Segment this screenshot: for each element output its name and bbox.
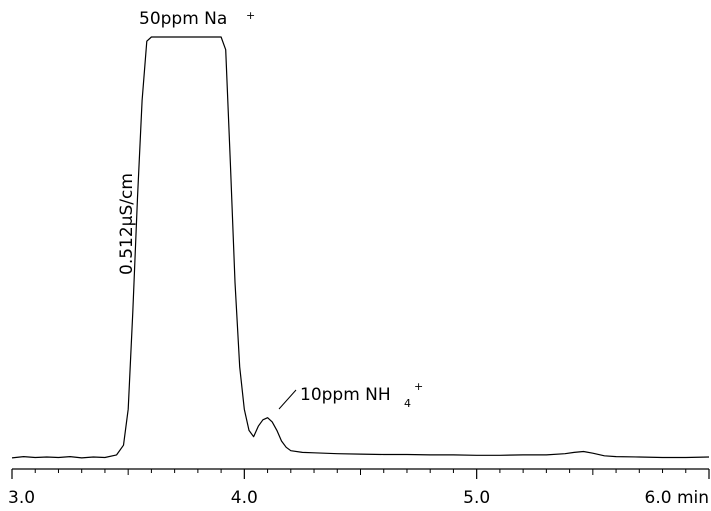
peak-label-ammonium-subscript: 4 [404, 397, 411, 410]
x-tick-label: 3.0 [8, 488, 35, 508]
peak-label-sodium: 50ppm Na + [139, 9, 255, 29]
peak-label-ammonium-charge: + [414, 380, 423, 393]
x-axis-ticks: 3.0 4.0 5.0 6.0 min [8, 469, 710, 508]
peak-label-sodium-text: 50ppm Na [139, 9, 227, 29]
plot-area [11, 36, 710, 459]
x-axis: 3.0 4.0 5.0 6.0 min [8, 468, 710, 508]
peak-label-ammonium: 10ppm NH 4 + [278, 380, 423, 410]
chromatogram-trace [11, 36, 710, 459]
peak-label-sodium-charge: + [246, 9, 255, 22]
peak-label-ammonium-text: 10ppm NH [300, 385, 391, 405]
x-tick-label: 4.0 [231, 488, 258, 508]
peak-label-ammonium-leader [278, 389, 297, 410]
x-tick-label: 5.0 [463, 488, 490, 508]
scale-bar-text: 0.512µS/cm [117, 173, 137, 275]
x-tick-label: 6.0 min [645, 488, 710, 508]
scale-bar-label: 0.512µS/cm [117, 173, 137, 275]
